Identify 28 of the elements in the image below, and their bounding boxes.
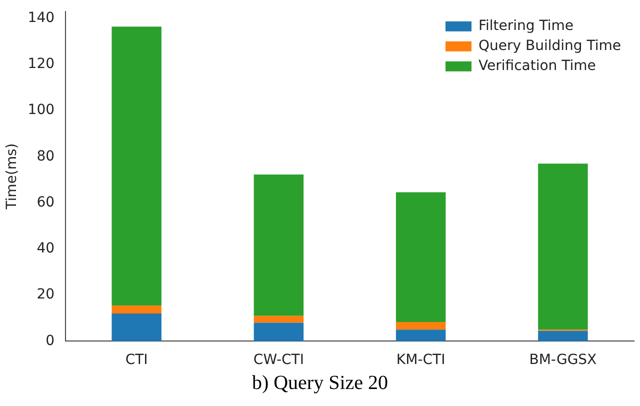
x-tick-label: BM-GGSX [529, 352, 598, 368]
bar [112, 26, 162, 306]
x-tick-label: KM-CTI [396, 352, 446, 368]
legend-label: Filtering Time [478, 18, 574, 34]
y-tick-label: 140 [28, 10, 55, 26]
y-axis-title: Time(ms) [4, 143, 20, 210]
y-tick-label: 100 [28, 102, 55, 118]
x-tick-label: CTI [125, 352, 148, 368]
y-tick-label: 20 [36, 286, 55, 303]
bar [112, 314, 162, 342]
text: b) Query Size 20 [250, 372, 390, 395]
y-tick-label: 80 [36, 148, 55, 164]
bar [396, 330, 446, 342]
y-tick-label: 120 [28, 56, 55, 72]
bar [538, 330, 588, 342]
legend-label: Query Building Time [478, 38, 622, 54]
bar [254, 316, 304, 323]
bar [396, 322, 446, 330]
legend-label: Verification Time [478, 58, 596, 74]
bar [396, 192, 446, 322]
y-tick-label: 40 [36, 240, 55, 257]
bar [112, 306, 162, 314]
bar [254, 174, 304, 316]
y-tick-label: 60 [36, 194, 55, 210]
y-tick-label: 0 [46, 332, 55, 349]
bar [538, 164, 588, 330]
x-tick-label: CW-CTI [253, 352, 304, 368]
bar [254, 322, 304, 342]
